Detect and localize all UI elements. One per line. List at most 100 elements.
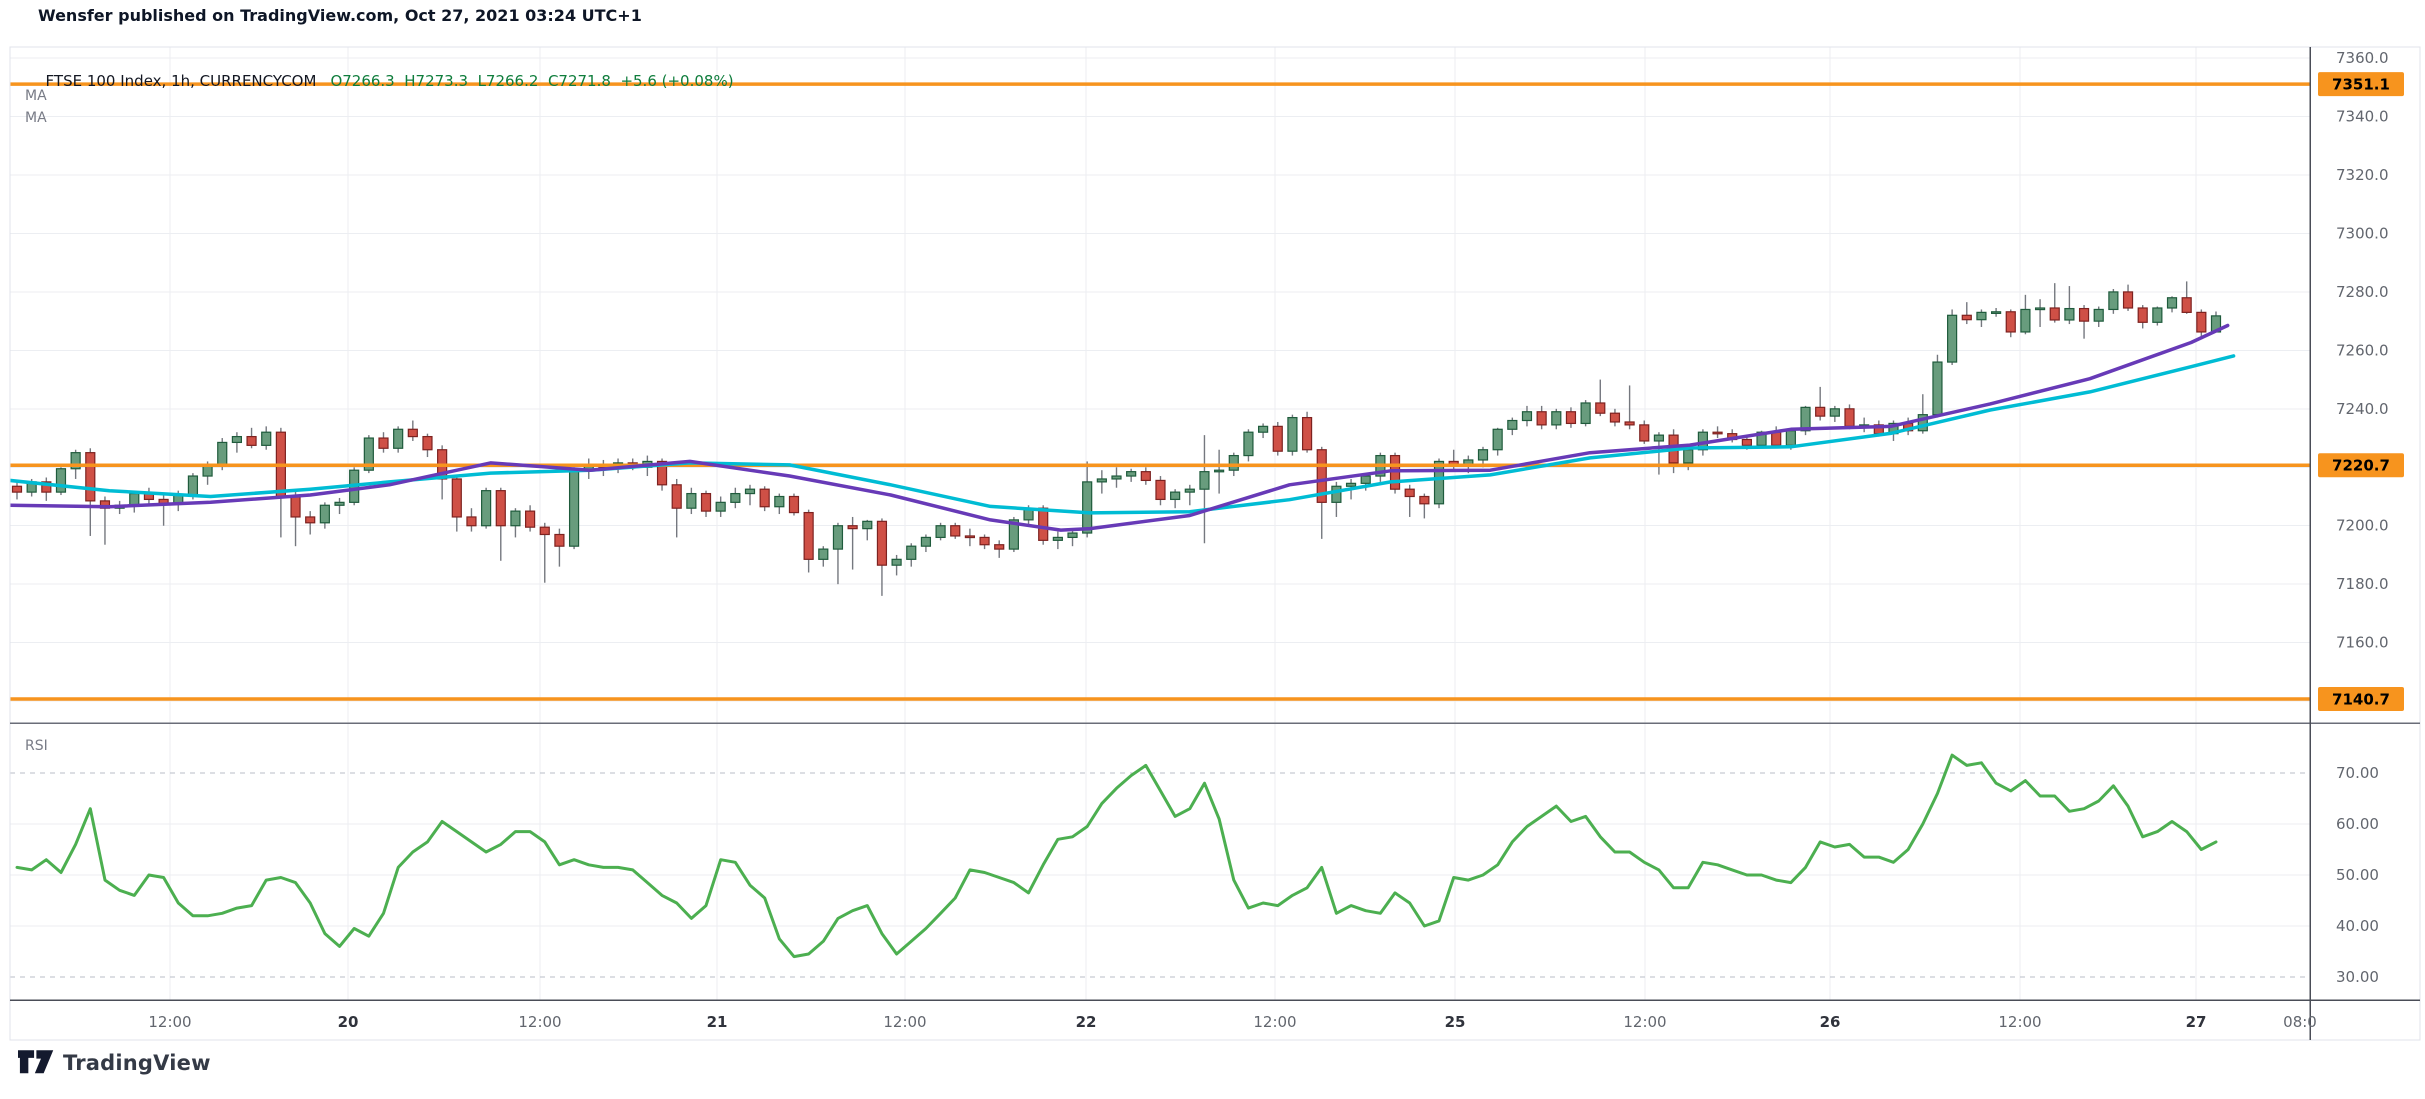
- candle: [1609, 408, 1621, 427]
- candle: [2034, 299, 2046, 327]
- candle: [1199, 435, 1210, 544]
- candle: [1639, 420, 1650, 444]
- symbol-title[interactable]: FTSE 100 Index, 1h, CURRENCYCOM: [45, 72, 317, 90]
- candle: [1155, 476, 1166, 506]
- svg-text:7200.0: 7200.0: [2336, 517, 2389, 535]
- candle: [1126, 468, 1137, 482]
- candle: [788, 493, 800, 516]
- candle: [1551, 408, 1562, 430]
- candle: [1067, 530, 1078, 547]
- candle: [2122, 284, 2134, 311]
- svg-text:7260.0: 7260.0: [2336, 341, 2389, 359]
- candle: [1052, 531, 1063, 550]
- price-level-pill[interactable]: 7140.7: [2318, 687, 2404, 712]
- candle: [1492, 427, 1503, 456]
- svg-text:21: 21: [707, 1013, 728, 1031]
- candle: [1243, 429, 1254, 462]
- candle: [466, 508, 477, 532]
- candle: [246, 427, 257, 449]
- candle: [231, 432, 242, 453]
- svg-text:60.00: 60.00: [2336, 815, 2379, 833]
- candle: [1301, 411, 1313, 453]
- candle: [1082, 461, 1093, 538]
- candle: [686, 487, 697, 515]
- svg-text:70.00: 70.00: [2336, 764, 2379, 782]
- chart-legend: FTSE 100 Index, 1h, CURRENCYCOM O7266.3 H…: [36, 54, 734, 90]
- candle: [803, 509, 814, 573]
- candle: [1653, 432, 1665, 475]
- candle: [1257, 423, 1269, 439]
- candle: [2181, 281, 2192, 314]
- candle: [950, 522, 961, 539]
- svg-text:7160.0: 7160.0: [2336, 634, 2389, 652]
- candle: [41, 477, 52, 501]
- svg-text:7220.7: 7220.7: [2332, 457, 2390, 475]
- tradingview-logo-icon: [18, 1050, 54, 1074]
- candle: [759, 486, 770, 512]
- candle: [1961, 302, 1972, 325]
- candle: [1521, 405, 1533, 427]
- candle: [495, 487, 506, 561]
- candle: [554, 528, 565, 567]
- price-level-pill[interactable]: 7220.7: [2318, 453, 2404, 478]
- candle: [979, 534, 990, 550]
- svg-text:25: 25: [1445, 1013, 1466, 1031]
- candle: [964, 528, 976, 547]
- candle: [994, 540, 1005, 558]
- time-axis[interactable]: [10, 1000, 2310, 1040]
- ma-2-label[interactable]: MA: [25, 110, 47, 126]
- candle: [1565, 407, 1577, 428]
- candle: [481, 487, 492, 529]
- rsi-gridlines: [10, 772, 2310, 978]
- candle: [774, 493, 785, 515]
- candle: [744, 484, 756, 506]
- svg-text:12:00: 12:00: [1998, 1013, 2041, 1031]
- svg-text:7340.0: 7340.0: [2336, 108, 2389, 126]
- price-level-pills[interactable]: 7351.1 7220.7 7140.7: [2318, 72, 2404, 712]
- svg-text:12:00: 12:00: [148, 1013, 191, 1031]
- price-axis-labels: 7360.0 7340.0 7320.0 7300.0 7280.0 7260.0 7240…: [2336, 49, 2389, 986]
- price-gridlines: [10, 57, 2310, 702]
- candle: [1595, 379, 1606, 417]
- svg-text:40.00: 40.00: [2336, 917, 2379, 935]
- attribution-text: Wensfer published on TradingView.com, Oc…: [38, 6, 642, 25]
- candle: [715, 496, 726, 517]
- rsi-pane[interactable]: [10, 723, 2310, 1000]
- price-pane[interactable]: [10, 47, 2310, 723]
- rsi-label[interactable]: RSI: [25, 738, 48, 754]
- candle: [832, 522, 844, 585]
- svg-text:50.00: 50.00: [2336, 866, 2379, 884]
- candle: [55, 467, 67, 496]
- candle: [451, 476, 462, 532]
- svg-text:7320.0: 7320.0: [2336, 166, 2389, 184]
- candle: [1990, 307, 2002, 317]
- horizontal-level-lines[interactable]: [10, 82, 2310, 701]
- candle: [1712, 426, 1723, 439]
- svg-text:30.00: 30.00: [2336, 968, 2379, 986]
- ma-1-label[interactable]: MA: [25, 88, 47, 104]
- svg-text:7360.0: 7360.0: [2336, 49, 2389, 67]
- price-axis[interactable]: [2310, 47, 2425, 1000]
- candle: [2152, 306, 2163, 326]
- candle: [2005, 309, 2016, 338]
- candle: [671, 478, 682, 538]
- candle: [920, 534, 932, 553]
- candle: [1184, 484, 1195, 506]
- candle: [1536, 405, 1547, 430]
- candle: [818, 546, 829, 567]
- ohlc-values: O7266.3 H7273.3 L7266.2 C7271.8 +5.6 (+0…: [330, 72, 734, 90]
- svg-text:7140.7: 7140.7: [2332, 691, 2390, 709]
- candle: [1580, 400, 1591, 427]
- candle: [2078, 305, 2090, 339]
- svg-text:12:00: 12:00: [1623, 1013, 1666, 1031]
- tradingview-attribution[interactable]: TradingView: [18, 1050, 211, 1075]
- ma-purple-line: [10, 323, 2230, 532]
- price-level-pill[interactable]: 7351.1: [2318, 72, 2404, 97]
- time-axis-labels: 12:00 20 12:00 21 12:00 22 12:00 25 12:00 26 12:00…: [148, 1013, 2316, 1031]
- svg-text:20: 20: [338, 1013, 359, 1031]
- candle: [1947, 309, 1958, 365]
- ma-cyan-line: [10, 354, 2236, 515]
- candle: [510, 508, 521, 538]
- rsi-line: [15, 753, 2218, 959]
